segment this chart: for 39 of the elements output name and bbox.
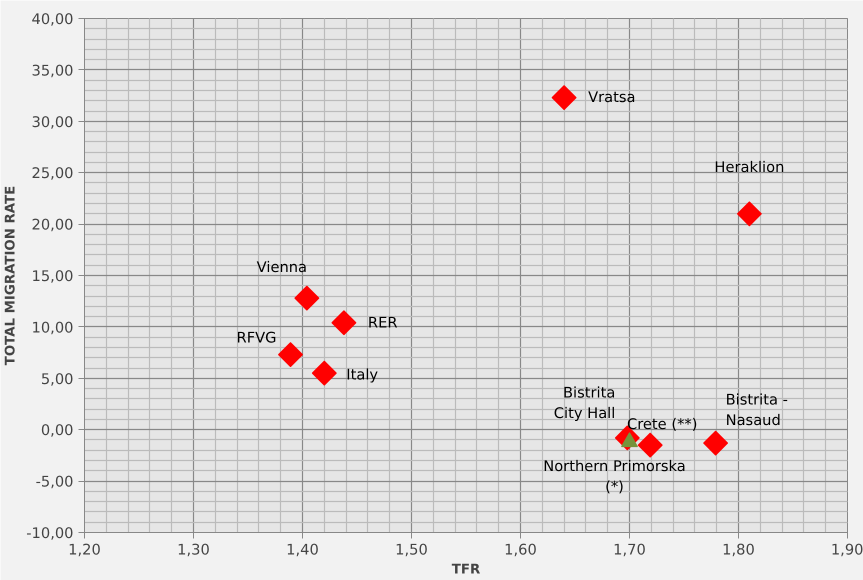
annotation: Northern Primorska (*): [543, 458, 686, 496]
annotation: Heraklion: [714, 158, 784, 176]
x-tick-label: 1,70: [613, 542, 646, 558]
point: [278, 342, 304, 368]
annotation: Vratsa: [588, 89, 636, 106]
annotation: Italy: [346, 366, 378, 384]
x-tick-label: 1,80: [722, 542, 755, 558]
y-tick-label: -10,00: [26, 525, 74, 542]
point: [703, 430, 728, 456]
point: [312, 360, 337, 386]
y-tick-label: 5,00: [40, 370, 74, 388]
point: [736, 201, 762, 226]
annotation: Bistrita City Hall: [554, 384, 616, 422]
y-tick-label: 10,00: [32, 319, 74, 336]
point: [638, 432, 663, 458]
x-tick-label: 1,50: [395, 542, 428, 558]
y-tick-label: 15,00: [32, 268, 74, 285]
annotation: Vienna: [256, 259, 308, 276]
annotation: Bistrita - Nasaud: [726, 392, 788, 430]
annotation: RFVG: [236, 330, 277, 347]
annotation: Crete (**): [626, 416, 698, 434]
y-tick-label: 0,00: [40, 422, 74, 440]
point: [294, 286, 320, 311]
y-tick-label: 35,00: [32, 62, 74, 80]
y-axis-title: TOTAL MIGRATION RATE: [3, 186, 18, 366]
y-tick-label: 20,00: [32, 216, 74, 234]
x-tick-label: 1,40: [286, 542, 319, 558]
x-axis-title: TFR: [452, 562, 480, 578]
point: [552, 85, 577, 110]
x-tick-label: 1,60: [504, 542, 537, 558]
annotation: RER: [368, 314, 398, 332]
x-tick-label: 1,90: [830, 542, 863, 558]
y-tick-label: 25,00: [32, 165, 74, 182]
x-tick-label: 1,30: [177, 542, 210, 558]
point: [331, 310, 356, 336]
y-tick-label: 40,00: [32, 11, 74, 28]
y-tick-label: -5,00: [36, 474, 74, 491]
x-tick-label: 1,20: [68, 542, 101, 558]
y-tick-label: 30,00: [32, 114, 74, 131]
